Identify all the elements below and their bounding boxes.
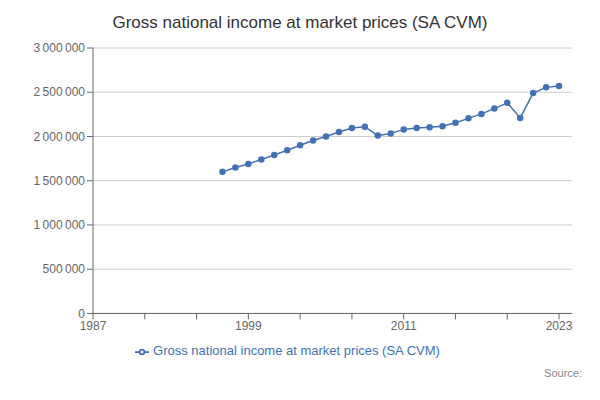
svg-text:2 500 000: 2 500 000 [33,85,85,99]
svg-text:2011: 2011 [391,319,417,333]
svg-text:2 000 000: 2 000 000 [33,130,85,144]
html-text:Gross national income at marke: Gross national income at market prices (… [112,13,488,32]
svg-text:1 500 000: 1 500 000 [33,174,85,188]
svg-text:500 000: 500 000 [43,262,86,276]
svg-text:1987: 1987 [80,319,107,333]
svg-text:1999: 1999 [235,319,262,333]
html-text:Gross national income at marke: Gross national income at market prices (… [153,343,440,359]
html-text:Source:: Source: [544,367,582,379]
svg-text:1 000 000: 1 000 000 [33,218,85,232]
svg-text:2023: 2023 [546,319,573,333]
svg-text:0: 0 [78,307,85,321]
svg-text:3 000 000: 3 000 000 [33,41,85,55]
